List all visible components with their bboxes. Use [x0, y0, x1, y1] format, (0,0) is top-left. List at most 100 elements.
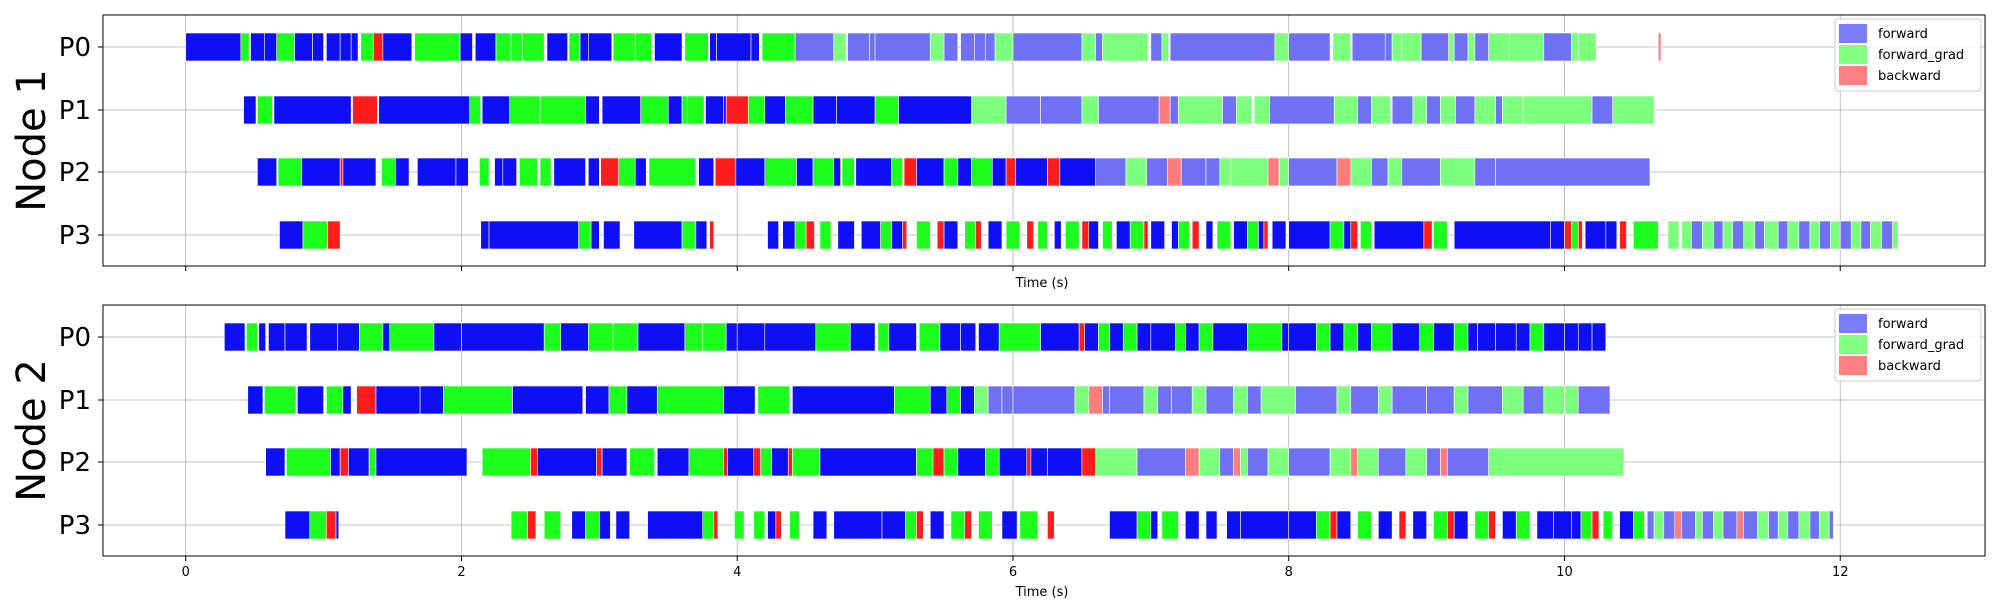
- gantt-bar-p1-13: [656, 385, 724, 415]
- gantt-bar-p1-26: [1088, 385, 1103, 415]
- gantt-bar-p1-46: [1522, 385, 1545, 415]
- gantt-bar-p2-54: [1387, 157, 1403, 187]
- gantt-bar-p0-53: [1384, 32, 1393, 62]
- gantt-bar-p1-27: [1040, 95, 1083, 125]
- gantt-bar-p3-69: [1691, 220, 1703, 250]
- gantt-bar-p3-12: [702, 510, 715, 540]
- gantt-bar-p2-15: [723, 447, 728, 477]
- gantt-bar-p0-66: [1657, 32, 1662, 62]
- gantt-bar-p0-11: [372, 32, 384, 62]
- gantt-bar-p3-59: [1550, 220, 1565, 250]
- gantt-bar-p3-2: [327, 220, 341, 250]
- gantt-bar-p1-7: [419, 385, 444, 415]
- gantt-bar-p0-45: [1288, 322, 1317, 352]
- gantt-bar-p1-2: [297, 385, 324, 415]
- legend-swatch-forward: [1839, 314, 1867, 333]
- gantt-bar-p3-38: [1143, 220, 1149, 250]
- gantt-bar-p2-11: [601, 447, 628, 477]
- gantt-bar-p0-37: [1136, 322, 1152, 352]
- gantt-bar-p2-34: [971, 157, 993, 187]
- gantt-bar-p0-36: [1122, 322, 1138, 352]
- gantt-bar-p0-40: [985, 32, 996, 62]
- gantt-bar-p0-32: [833, 32, 847, 62]
- gantt-bar-p0-60: [1474, 32, 1489, 62]
- gantt-bar-p2-36: [1198, 447, 1221, 477]
- gantt-bar-p3-16: [819, 220, 832, 250]
- gantt-bar-p0-62: [1509, 32, 1545, 62]
- gantt-bar-p3-21: [881, 510, 906, 540]
- gantt-bar-p2-58: [1495, 157, 1651, 187]
- gantt-bar-p1-18: [929, 385, 948, 415]
- gantt-bar-p3-39: [1288, 510, 1317, 540]
- gantt-bar-p2-35: [991, 157, 1007, 187]
- gantt-bar-p2-45: [1357, 447, 1379, 477]
- gantt-bar-p0-19: [546, 32, 568, 62]
- gantt-bar-p2-31: [916, 157, 945, 187]
- gantt-bar-p1-43: [1440, 95, 1456, 125]
- gantt-bar-p1-0: [247, 385, 264, 415]
- gantt-bar-p3-57: [1580, 510, 1593, 540]
- gantt-bar-p3-39: [1150, 220, 1165, 250]
- row-label-p3: P3: [59, 221, 91, 251]
- gantt-bar-p0-15: [612, 322, 639, 352]
- gantt-bar-p0-39: [974, 32, 986, 62]
- gantt-bar-p0-39: [1175, 322, 1186, 352]
- gantt-bar-p1-18: [747, 95, 766, 125]
- gantt-bar-p0-17: [510, 32, 523, 62]
- gantt-bar-p3-21: [902, 220, 908, 250]
- gantt-bar-p0-15: [474, 32, 497, 62]
- gantt-bar-p2-23: [764, 157, 797, 187]
- gantt-bar-p0-14: [459, 32, 473, 62]
- gantt-bar-p2-0: [257, 157, 278, 187]
- gantt-bar-p0-13: [560, 322, 589, 352]
- gantt-bar-p3-77: [1798, 510, 1811, 540]
- gantt-bar-p3-37: [1226, 510, 1241, 540]
- x-tick-label: 12: [1832, 565, 1849, 580]
- gantt-bar-p1-17: [725, 95, 749, 125]
- gantt-bar-p0-27: [939, 322, 961, 352]
- gantt-bar-p0-59: [1529, 322, 1545, 352]
- gantt-bar-p2-19: [648, 157, 697, 187]
- gantt-bar-p0-8: [382, 322, 391, 352]
- gantt-bar-p1-48: [1522, 95, 1593, 125]
- gantt-bar-p2-41: [1125, 157, 1148, 187]
- gantt-bar-p0-43: [1247, 322, 1283, 352]
- gantt-bar-p1-24: [898, 95, 972, 125]
- gantt-bar-p2-30: [1030, 447, 1048, 477]
- gantt-bar-p0-52: [1351, 32, 1386, 62]
- gantt-bar-p1-25: [1074, 385, 1090, 415]
- gantt-bar-p3-10: [695, 220, 708, 250]
- gantt-bar-p0-18: [702, 322, 727, 352]
- gantt-bar-p3-55: [1373, 220, 1425, 250]
- gantt-bar-p0-11: [461, 322, 545, 352]
- gantt-bar-p2-21: [714, 157, 737, 187]
- gantt-bar-p1-13: [681, 95, 688, 125]
- gantt-bar-p0-12: [543, 322, 562, 352]
- gantt-bar-p1-17: [894, 385, 931, 415]
- gantt-bar-p0-59: [1467, 32, 1476, 62]
- gantt-bar-p1-22: [987, 385, 1003, 415]
- gantt-bar-p1-39: [1350, 385, 1379, 415]
- row-label-p0: P0: [59, 323, 91, 353]
- gantt-bar-p2-6: [375, 447, 468, 477]
- gantt-bar-p3-46: [1412, 510, 1427, 540]
- gantt-bar-p1-6: [481, 95, 511, 125]
- gantt-bar-p1-4: [378, 95, 471, 125]
- axes-frame: [102, 304, 1986, 557]
- gantt-bar-p3-81: [1819, 220, 1831, 250]
- gantt-bar-p1-7: [509, 95, 541, 125]
- gantt-bar-p0-34: [1098, 322, 1110, 352]
- gantt-bar-p3-0: [284, 510, 311, 540]
- gantt-bar-p3-74: [1743, 220, 1756, 250]
- gantt-bar-p3-6: [543, 510, 562, 540]
- gantt-bar-p3-29: [1026, 220, 1034, 250]
- gantt-bar-p3-54: [1360, 220, 1372, 250]
- gantt-bar-p1-20: [785, 95, 814, 125]
- gantt-bar-p1-5: [356, 385, 377, 415]
- gantt-bar-p1-44: [1467, 385, 1503, 415]
- gantt-bar-p2-28: [855, 157, 892, 187]
- gantt-bar-p3-61: [1571, 220, 1579, 250]
- gantt-bar-p2-51: [1488, 447, 1625, 477]
- gantt-bar-p2-19: [771, 447, 789, 477]
